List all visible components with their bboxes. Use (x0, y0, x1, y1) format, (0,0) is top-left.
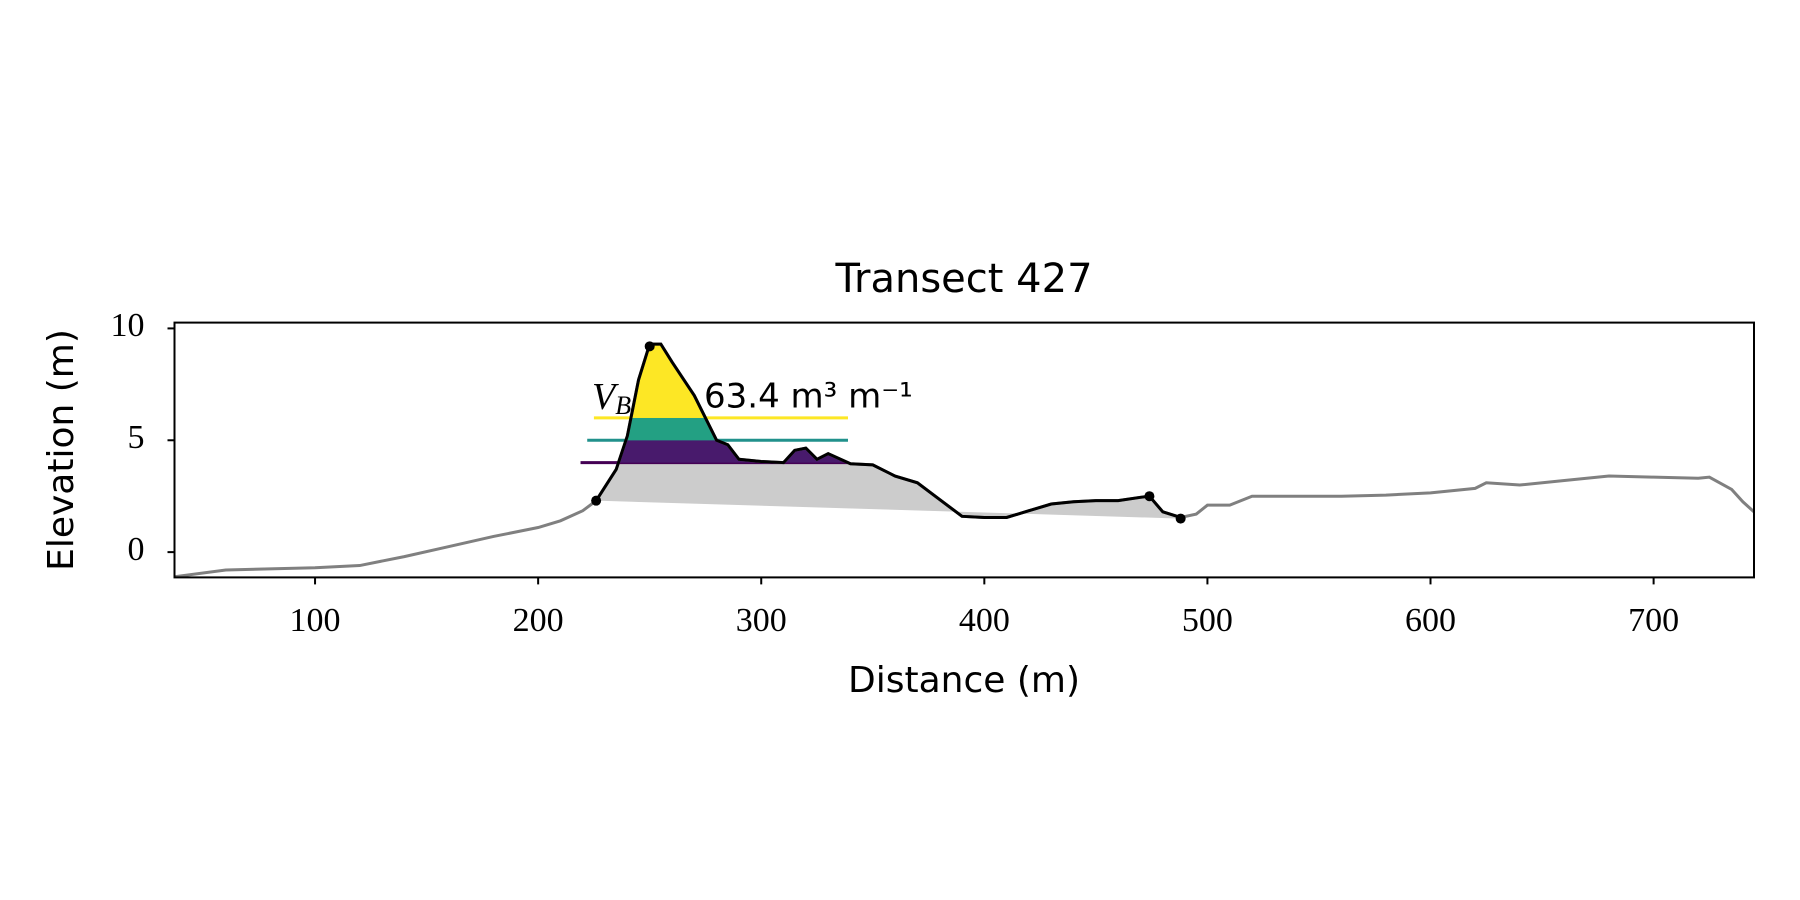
profile-line (174, 342, 1754, 578)
x-tick-label: 400 (959, 602, 1010, 639)
x-tick-label: 100 (290, 602, 341, 639)
x-tick-label: 700 (1628, 602, 1679, 639)
dune-point (1175, 513, 1186, 524)
y-tick-label: 0 (128, 531, 145, 568)
dune-point (1144, 491, 1155, 502)
dune-point (591, 495, 602, 506)
dune-line (594, 342, 1182, 519)
y-axis-label: Elevation (m) (41, 329, 82, 571)
level-band (596, 417, 848, 441)
x-tick-label: 600 (1405, 602, 1456, 639)
x-tick-label: 200 (513, 602, 564, 639)
annotation-symbol: V (592, 376, 619, 418)
x-tick-label: 300 (736, 602, 787, 639)
plot-frame (173, 321, 1755, 579)
y-tick-label: 10 (111, 307, 145, 344)
plot-area: VB (174, 341, 1754, 578)
annotation: VB (592, 376, 631, 420)
x-tick-label: 500 (1182, 602, 1233, 639)
chart-title: Transect 427 (834, 256, 1092, 302)
dune-point (644, 341, 655, 352)
annotation-text: 63.4 m³ m⁻¹ (704, 377, 913, 417)
x-axis-label: Distance (m) (848, 660, 1080, 701)
dune-area (596, 344, 1181, 519)
y-tick-label: 5 (128, 419, 145, 456)
annotation-subscript: B (615, 391, 631, 420)
